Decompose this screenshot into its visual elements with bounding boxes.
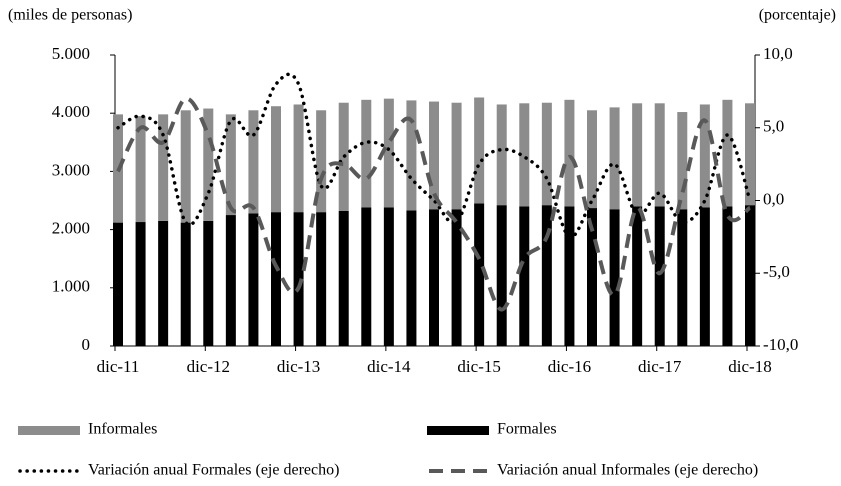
y-tick-label: 5.000 <box>52 44 90 63</box>
bar <box>406 210 417 346</box>
y-tick-label: 2.000 <box>52 219 90 238</box>
bar <box>496 205 507 346</box>
bar <box>248 213 259 346</box>
bar <box>113 222 123 346</box>
bar <box>587 110 597 209</box>
bar <box>180 110 191 223</box>
bar <box>203 108 214 221</box>
y2-tick-label: 10,0 <box>763 44 793 63</box>
bar <box>587 208 597 346</box>
bar <box>699 207 710 346</box>
bar <box>609 107 620 210</box>
legend-label: Variación anual Formales (eje derecho) <box>88 462 339 479</box>
bar <box>225 114 236 216</box>
y2-tick-label: 0,0 <box>763 189 784 208</box>
line <box>116 96 752 312</box>
bar <box>225 215 236 346</box>
x-tick-label: dic-13 <box>277 357 320 376</box>
bar <box>203 220 214 346</box>
bar <box>745 205 755 346</box>
x-tick-label: dic-11 <box>97 357 140 376</box>
x-tick-label: dic-17 <box>638 357 682 376</box>
bar <box>722 99 733 207</box>
bar <box>474 203 485 346</box>
bar <box>383 207 394 346</box>
bar <box>519 206 530 346</box>
x-tick-label: dic-14 <box>367 357 411 376</box>
bar <box>654 103 665 207</box>
bar <box>158 220 169 346</box>
bar <box>541 205 552 346</box>
bar <box>271 212 281 346</box>
x-tick-label: dic-16 <box>548 357 591 376</box>
y-axis-title: (miles de personas) <box>8 7 132 24</box>
y-tick-label: 1.000 <box>52 277 90 296</box>
bar <box>135 116 146 223</box>
legend-swatch <box>427 426 489 435</box>
bar <box>519 103 530 207</box>
x-tick-label: dic-12 <box>187 357 230 376</box>
x-tick-label: dic-15 <box>457 357 500 376</box>
bar <box>248 110 259 214</box>
bar <box>699 104 710 208</box>
bar <box>180 222 191 346</box>
y2-axis-title: (porcentaje) <box>759 7 836 24</box>
y-tick-label: 3.000 <box>52 160 90 179</box>
bar <box>429 101 439 210</box>
bar <box>429 209 439 346</box>
bar <box>361 99 372 208</box>
y2-tick-label: 5,0 <box>763 117 784 136</box>
bar <box>677 209 688 346</box>
bar <box>474 97 485 204</box>
y-tick-label: 0 <box>82 335 91 354</box>
bar <box>722 206 733 346</box>
bar <box>564 99 575 207</box>
legend-swatch <box>18 426 80 435</box>
y-tick-label: 4.000 <box>52 102 90 121</box>
bar <box>293 104 304 213</box>
bar <box>271 106 281 213</box>
bar <box>632 206 643 346</box>
bar <box>745 103 755 206</box>
bar <box>496 104 507 206</box>
bar <box>158 114 169 221</box>
bar <box>338 210 349 346</box>
legend-label: Variación anual Informales (eje derecho) <box>497 462 758 479</box>
bar <box>383 98 394 208</box>
x-tick-label: dic-18 <box>728 357 771 376</box>
bar <box>609 209 620 346</box>
bar <box>406 100 417 211</box>
bar <box>564 206 575 346</box>
legend-label: Informales <box>88 421 157 438</box>
bar <box>135 222 146 346</box>
bar <box>541 102 552 206</box>
bar <box>451 209 462 346</box>
legend-label: Formales <box>497 421 557 438</box>
bar <box>293 212 304 346</box>
bar <box>654 206 665 346</box>
y2-tick-label: -10,0 <box>763 335 798 354</box>
bar <box>632 103 643 207</box>
bar <box>451 102 462 210</box>
y2-tick-label: -5,0 <box>763 262 790 281</box>
bar <box>316 212 327 346</box>
bar <box>361 207 372 346</box>
bar <box>677 112 688 210</box>
bar <box>316 110 327 213</box>
